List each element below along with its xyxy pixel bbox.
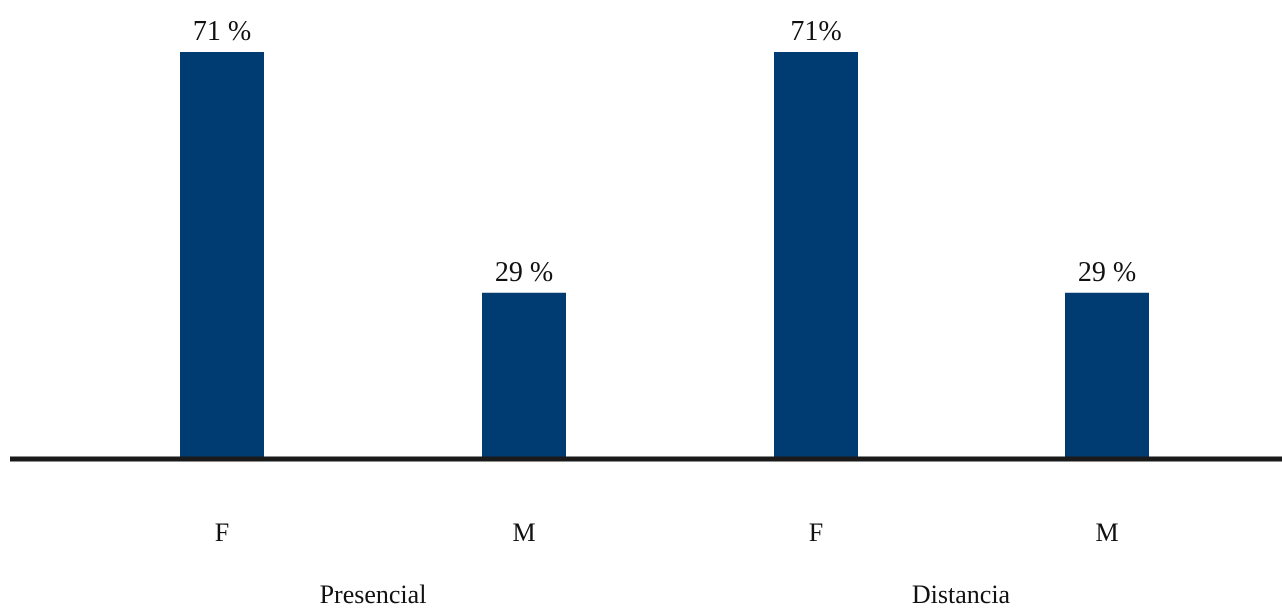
group-label-presencial: Presencial: [320, 580, 427, 609]
data-label-distancia-f: 71%: [790, 16, 841, 47]
data-label-distancia-m: 29 %: [1078, 257, 1136, 288]
bars-layer: [180, 52, 1149, 459]
bar-distancia-m: [1065, 292, 1149, 459]
bar-presencial-f: [180, 52, 264, 459]
category-label-distancia-m: M: [1095, 518, 1118, 547]
data-label-presencial-f: 71 %: [193, 16, 251, 47]
data-label-presencial-m: 29 %: [495, 257, 553, 288]
bar-distancia-f: [774, 52, 858, 459]
bar-presencial-m: [482, 292, 566, 459]
category-label-presencial-m: M: [512, 518, 535, 547]
group-labels-layer: Presencial Distancia: [320, 580, 1011, 609]
category-label-distancia-f: F: [809, 518, 823, 547]
labels-layer: 71 % 29 % 71% 29 %: [193, 16, 1136, 288]
group-label-distancia: Distancia: [912, 580, 1011, 609]
category-label-presencial-f: F: [215, 518, 229, 547]
